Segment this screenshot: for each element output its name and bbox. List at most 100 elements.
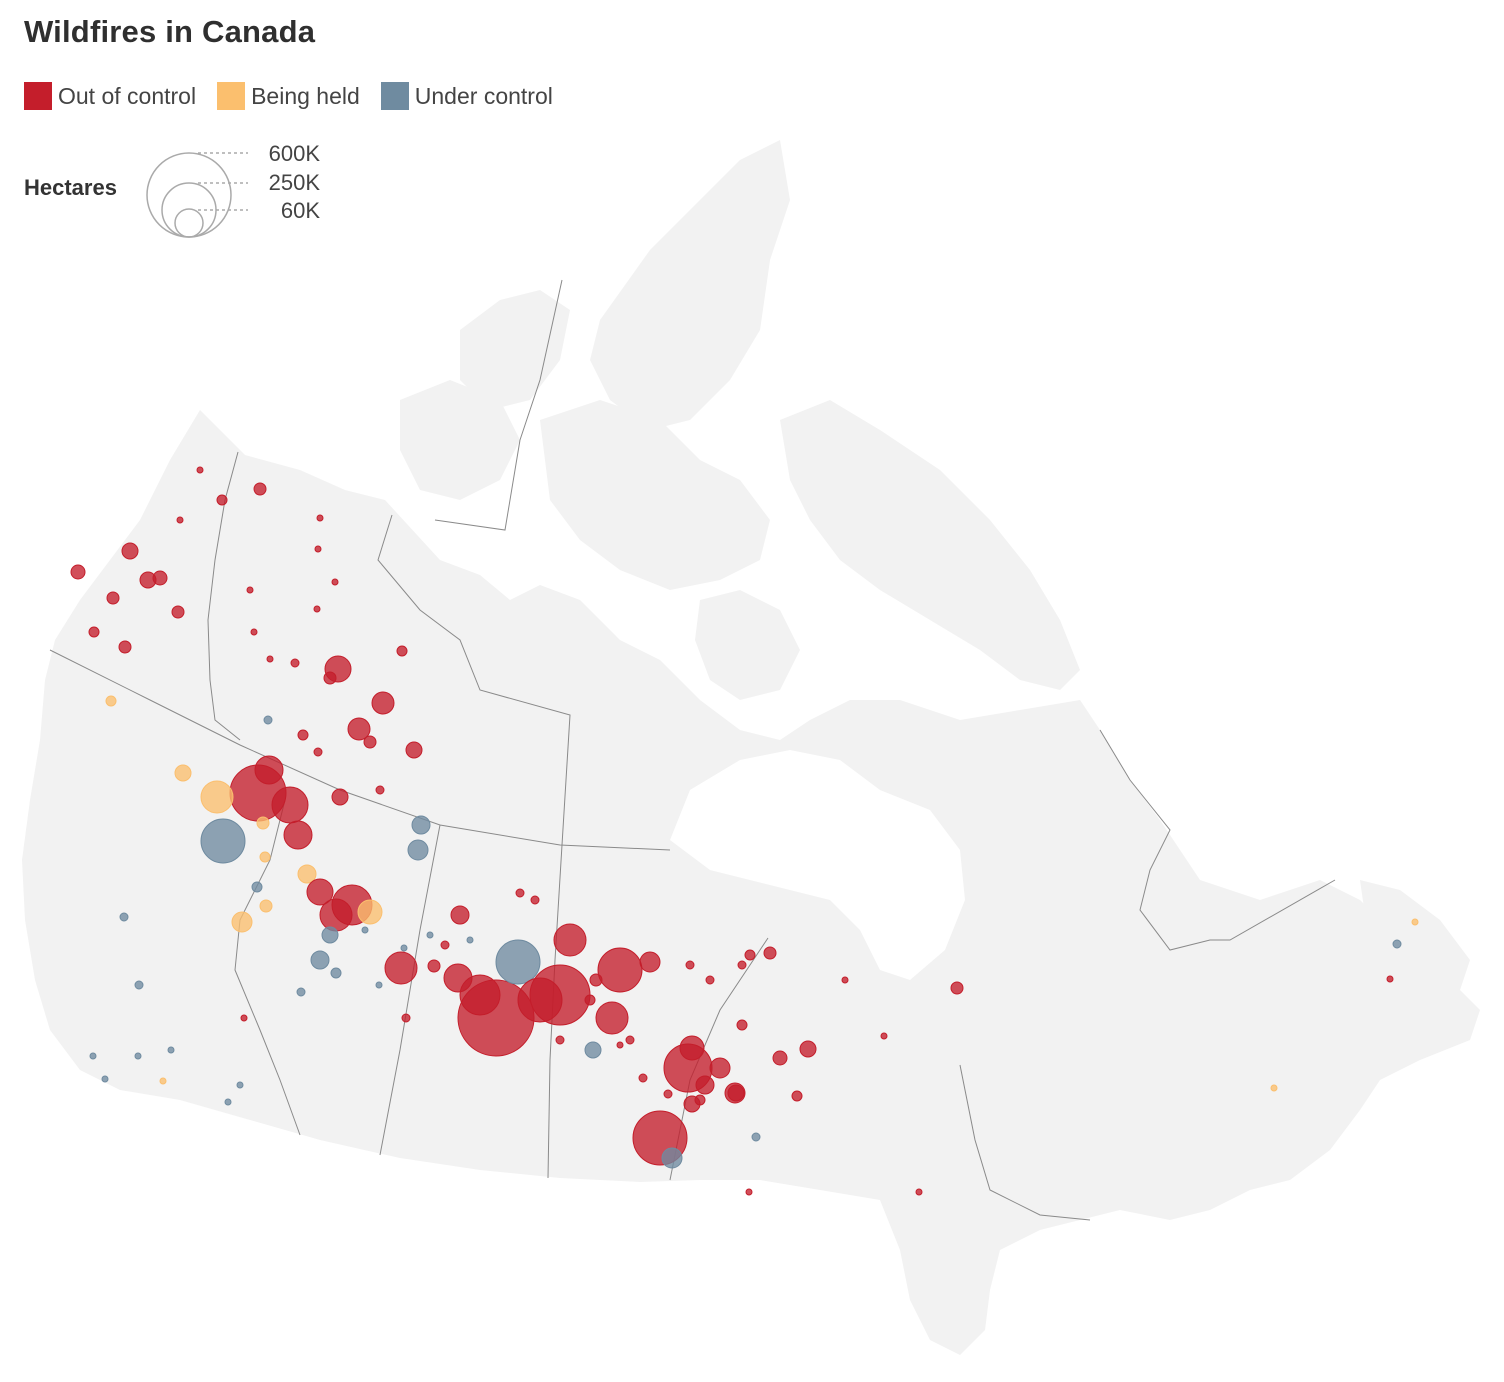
fire-marker-out-of-control — [266, 655, 274, 663]
fire-marker-out-of-control — [331, 578, 339, 586]
fire-marker-out-of-control — [679, 1035, 705, 1061]
fire-marker-out-of-control — [772, 1050, 788, 1066]
fire-marker-being-held — [1411, 918, 1419, 926]
fire-marker-out-of-control — [314, 545, 322, 553]
fire-marker-being-held — [105, 695, 117, 707]
arctic-island-3 — [540, 400, 770, 590]
fire-marker-out-of-control — [553, 923, 587, 957]
fire-marker-out-of-control — [290, 658, 300, 668]
legend-swatch-out-of-control — [24, 82, 52, 110]
fire-marker-under-control — [89, 1052, 97, 1060]
fire-marker-out-of-control — [515, 888, 525, 898]
legend-swatch-being-held — [217, 82, 246, 110]
fire-marker-out-of-control — [313, 747, 323, 757]
border-arctic-line — [519, 279, 563, 441]
fire-marker-out-of-control — [254, 755, 284, 785]
fire-marker-out-of-control — [152, 570, 168, 586]
status-legend: Out of control Being held Under control — [24, 82, 574, 110]
fire-marker-under-control — [167, 1046, 175, 1054]
legend-label-out-of-control: Out of control — [58, 82, 197, 109]
legend-label-under-control: Under control — [414, 82, 553, 109]
fire-marker-out-of-control — [253, 482, 267, 496]
legend-swatch-under-control — [380, 82, 409, 110]
fire-marker-being-held — [231, 911, 253, 933]
fire-marker-out-of-control — [663, 1089, 673, 1099]
fire-marker-under-control — [330, 967, 342, 979]
fire-marker-being-held — [200, 780, 234, 814]
fire-marker-under-control — [310, 950, 330, 970]
newfoundland — [1360, 880, 1470, 995]
fire-marker-out-of-control — [401, 1013, 411, 1023]
fire-marker-under-control — [407, 839, 429, 861]
fire-marker-out-of-control — [597, 947, 643, 993]
fire-marker-under-control — [466, 936, 474, 944]
fire-marker-out-of-control — [297, 729, 309, 741]
page-title: Wildfires in Canada — [24, 14, 316, 49]
fire-marker-out-of-control — [950, 981, 964, 995]
fire-marker-out-of-control — [744, 949, 756, 961]
fire-marker-out-of-control — [695, 1075, 715, 1095]
fire-marker-out-of-control — [555, 1035, 565, 1045]
fire-marker-being-held — [259, 851, 271, 863]
size-legend-value-250k: 250K — [268, 170, 320, 195]
fire-marker-under-control — [375, 981, 383, 989]
fire-marker-being-held — [259, 899, 273, 913]
border-quebec-labrador — [1099, 729, 1336, 951]
fire-marker-under-control — [584, 1041, 602, 1059]
fire-marker-out-of-control — [405, 741, 423, 759]
fire-marker-out-of-control — [1386, 975, 1394, 983]
fire-marker-being-held — [1270, 1084, 1278, 1092]
fire-marker-out-of-control — [727, 1084, 745, 1102]
fire-marker-under-control — [134, 980, 144, 990]
fire-marker-out-of-control — [375, 785, 385, 795]
fire-marker-under-control — [400, 944, 408, 952]
fire-marker-out-of-control — [306, 878, 334, 906]
fire-marker-out-of-control — [323, 671, 337, 685]
fire-marker-being-held — [159, 1077, 167, 1085]
fire-marker-out-of-control — [799, 1040, 817, 1058]
fire-marker-out-of-control — [319, 898, 353, 932]
fire-marker-out-of-control — [121, 542, 139, 560]
size-legend-value-600k: 600K — [268, 141, 320, 166]
fire-marker-under-control — [296, 987, 306, 997]
legend-label-being-held: Being held — [251, 82, 360, 109]
size-legend-circles — [146, 152, 248, 238]
fire-marker-out-of-control — [589, 973, 603, 987]
fire-marker-being-held — [357, 899, 383, 925]
fire-marker-out-of-control — [88, 626, 100, 638]
size-legend-circle-600k — [146, 152, 232, 238]
fire-marker-out-of-control — [427, 959, 441, 973]
fire-marker-under-control — [361, 926, 369, 934]
fire-marker-out-of-control — [316, 514, 324, 522]
fire-marker-under-control — [200, 818, 246, 864]
fire-marker-out-of-control — [176, 516, 184, 524]
fire-marker-out-of-control — [246, 586, 254, 594]
fire-marker-out-of-control — [171, 605, 185, 619]
arctic-island-2 — [460, 290, 570, 410]
hudson-bay — [670, 750, 965, 980]
fire-marker-out-of-control — [694, 1094, 706, 1106]
fire-marker-under-control — [661, 1147, 683, 1169]
arctic-island-5 — [695, 590, 800, 700]
fire-marker-under-control — [251, 881, 263, 893]
fire-marker-under-control — [426, 931, 434, 939]
fire-marker-under-control — [224, 1098, 232, 1106]
fire-marker-out-of-control — [70, 564, 86, 580]
fire-marker-out-of-control — [763, 946, 777, 960]
fire-marker-out-of-control — [331, 788, 349, 806]
land-layer — [22, 140, 1480, 1355]
fire-marker-out-of-control — [639, 951, 661, 973]
fire-marker-out-of-control — [384, 951, 418, 985]
size-legend-circle-60k — [174, 208, 204, 238]
fire-marker-out-of-control — [347, 717, 371, 741]
fire-marker-out-of-control — [450, 905, 470, 925]
fire-marker-under-control — [411, 815, 431, 835]
legend-item-under-control: Under control — [380, 82, 553, 110]
fire-marker-out-of-control — [283, 820, 313, 850]
fire-marker-being-held — [174, 764, 192, 782]
fire-marker-out-of-control — [638, 1073, 648, 1083]
fire-marker-out-of-control — [106, 591, 120, 605]
size-legend-circle-250k — [161, 182, 217, 238]
fire-marker-out-of-control — [625, 1035, 635, 1045]
fire-marker-being-held — [297, 864, 317, 884]
